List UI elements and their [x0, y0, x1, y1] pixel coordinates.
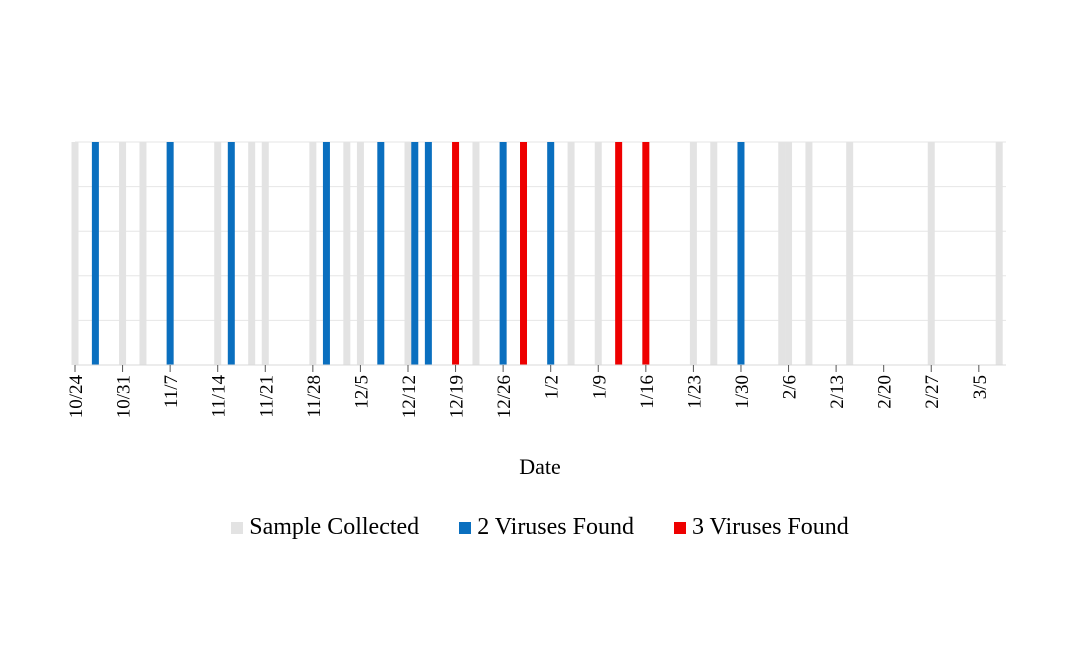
bar-2-viruses [377, 142, 385, 365]
bar-3-viruses [520, 142, 528, 365]
x-tick-label: 10/24 [66, 375, 87, 419]
x-tick-label: 12/5 [351, 375, 372, 409]
bar-sample-collected [248, 142, 256, 365]
x-tick-label: 2/13 [827, 375, 848, 409]
legend-item-2-viruses: 2 Viruses Found [459, 514, 634, 541]
bar-sample-collected [567, 142, 575, 365]
x-tick-label: 1/16 [637, 375, 658, 409]
legend-swatch-3-viruses [673, 521, 686, 534]
legend-label-2-viruses: 2 Viruses Found [477, 514, 634, 540]
x-axis [74, 364, 1006, 372]
bar-2-viruses [424, 142, 432, 365]
bar-sample-collected [71, 142, 79, 365]
bar-2-viruses [166, 142, 174, 365]
x-tick-label: 12/26 [494, 375, 515, 418]
bar-sample-collected [846, 142, 854, 365]
bar-sample-collected [139, 142, 147, 365]
x-tick-label: 10/31 [114, 375, 135, 418]
x-tick-label: 11/7 [161, 375, 182, 408]
bar-2-viruses [737, 142, 745, 365]
bar-sample-collected [995, 142, 1003, 365]
bar-sample-collected [119, 142, 127, 365]
bar-sample-collected [309, 142, 317, 365]
legend-label-sample-collected: Sample Collected [249, 514, 420, 540]
x-tick-label: 12/12 [399, 375, 420, 418]
bar-sample-collected [214, 142, 222, 365]
bars-group [71, 142, 1003, 365]
x-axis-title: Date [519, 454, 561, 479]
x-tick-labels: 10/24 10/31 11/7 11/14 11/21 11/28 12/5 12/12 12… [66, 375, 991, 419]
x-tick-label: 2/27 [922, 375, 943, 409]
legend-swatch-2-viruses [459, 521, 472, 534]
bar-sample-collected [778, 142, 786, 365]
bar-3-viruses [452, 142, 460, 365]
bar-sample-collected [805, 142, 813, 365]
bar-2-viruses [411, 142, 419, 365]
bar-sample-collected [356, 142, 364, 365]
x-tick-label: 11/28 [304, 375, 325, 418]
bar-sample-collected [785, 142, 793, 365]
legend: Sample Collected 2 Viruses Found 3 Virus… [0, 514, 1080, 541]
x-tick-label: 2/20 [875, 375, 896, 409]
x-tick-label: 11/21 [256, 375, 277, 418]
bar-sample-collected [404, 142, 412, 365]
x-tick-label: 1/9 [589, 375, 610, 399]
bar-sample-collected [927, 142, 935, 365]
bar-3-viruses [642, 142, 650, 365]
bar-sample-collected [261, 142, 269, 365]
x-tick-label: 2/6 [780, 375, 801, 399]
bar-sample-collected [343, 142, 351, 365]
bar-2-viruses [227, 142, 235, 365]
legend-item-sample-collected: Sample Collected [231, 514, 419, 541]
bar-sample-collected [472, 142, 480, 365]
bar-sample-collected [710, 142, 718, 365]
bar-2-viruses [91, 142, 99, 365]
x-tick-label: 12/19 [447, 375, 468, 418]
bar-3-viruses [615, 142, 623, 365]
x-tick-label: 11/14 [209, 375, 230, 418]
legend-swatch-sample-collected [231, 521, 244, 534]
legend-label-3-viruses: 3 Viruses Found [691, 514, 849, 540]
bar-2-viruses [547, 142, 555, 365]
x-tick-label: 1/2 [542, 375, 563, 399]
legend-item-3-viruses: 3 Viruses Found [673, 514, 849, 541]
bar-2-viruses [499, 142, 507, 365]
bar-2-viruses [322, 142, 330, 365]
bar-sample-collected [594, 142, 602, 365]
x-tick-label: 1/23 [684, 375, 705, 409]
bar-sample-collected [689, 142, 697, 365]
x-tick-label: 3/5 [970, 375, 991, 399]
x-tick-label: 1/30 [732, 375, 753, 409]
